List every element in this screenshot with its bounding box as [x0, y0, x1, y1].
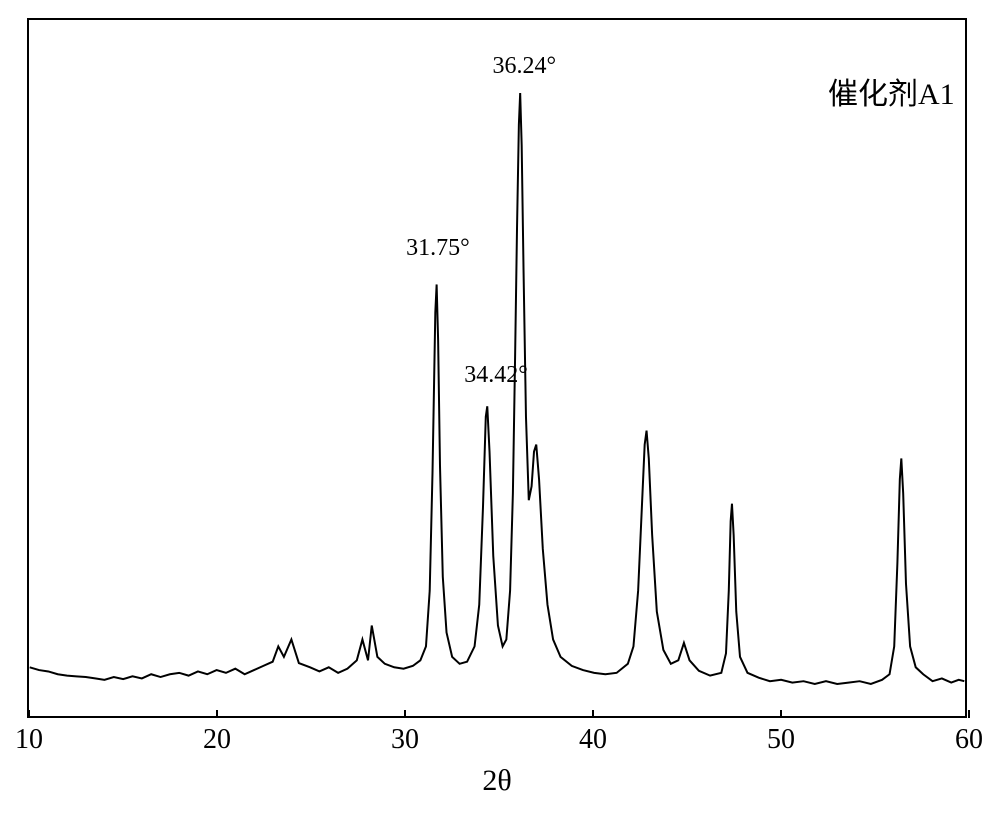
x-tick-label: 60	[955, 724, 983, 756]
x-tick	[780, 710, 782, 718]
x-tick	[216, 710, 218, 718]
plot-area: 1020304050602θ31.75°34.42°36.24°催化剂A1	[27, 18, 967, 718]
x-tick-label: 40	[579, 724, 607, 756]
x-axis-label: 2θ	[482, 764, 511, 798]
peak-label: 31.75°	[406, 235, 470, 262]
legend-label: 催化剂A1	[828, 69, 955, 113]
x-tick	[404, 710, 406, 718]
x-tick-label: 20	[203, 724, 231, 756]
x-tick-label: 30	[391, 724, 419, 756]
peak-label: 36.24°	[492, 53, 556, 80]
x-tick	[28, 710, 30, 718]
x-tick-label: 50	[767, 724, 795, 756]
x-tick	[592, 710, 594, 718]
peak-label: 34.42°	[464, 362, 528, 389]
x-tick	[968, 710, 970, 718]
x-tick-label: 10	[15, 724, 43, 756]
xrd-chart: 10 20 30 40 50 60 2θ 31.75° 34.42° 36.24° 催化剂A1	[0, 0, 987, 823]
